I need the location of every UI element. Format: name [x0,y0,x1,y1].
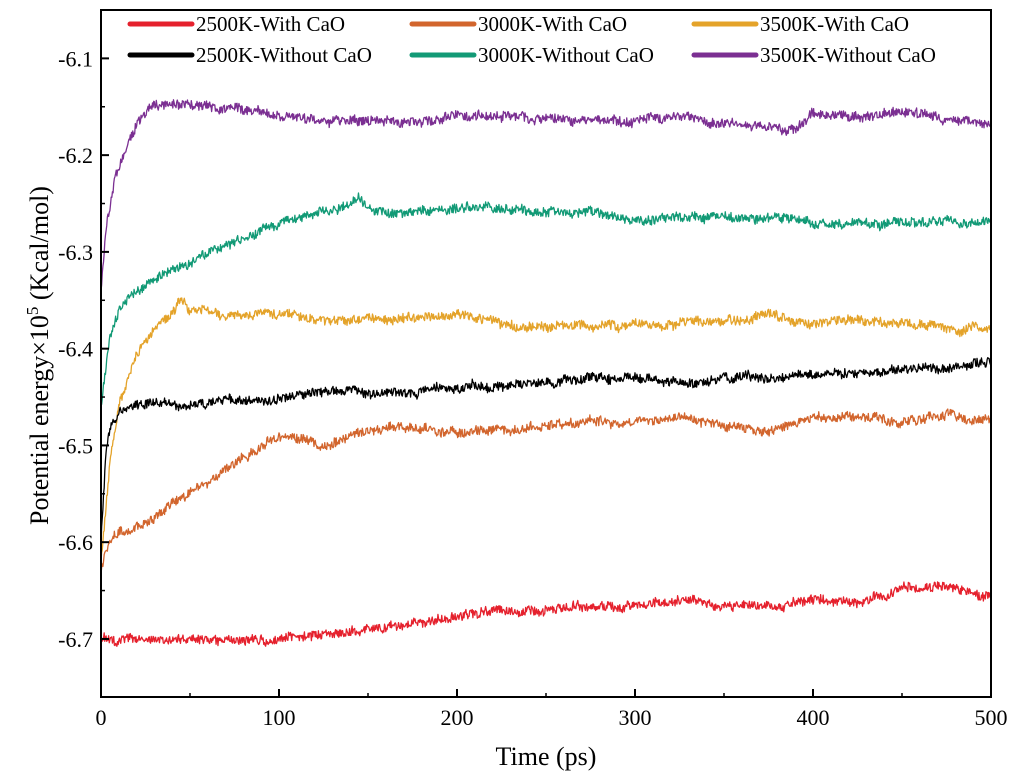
legend-item: 3500K-Without CaO [691,43,936,67]
legend-item: 3000K-Without CaO [409,43,654,67]
legend-label: 2500K-With CaO [196,12,345,36]
y-tick-label: -6.4 [58,337,93,362]
series-line-2500k-without-cao [100,356,992,545]
legend-item: 2500K-With CaO [127,12,345,36]
y-axis-title-superscript: 5 [23,307,42,316]
legend-item: 3500K-With CaO [691,12,909,36]
legend-item: 3000K-With CaO [409,12,627,36]
y-axis-title: Potential energy×105 (Kcal/mol) [23,186,54,525]
y-axis-title-main: Potential energy×10 [25,315,54,525]
x-axis-title: Time (ps) [496,742,597,771]
y-axis: -6.7 -6.6 -6.5 -6.4 -6.3 -6.2 -6.1 [58,46,109,652]
y-tick-label: -6.1 [58,46,93,71]
x-axis: 0 100 200 300 400 500 [96,689,1008,730]
series-line-3000k-without-cao [100,192,992,406]
legend-label: 3500K-With CaO [760,12,909,36]
x-tick-label: 300 [619,705,652,730]
plot-frame [100,9,992,698]
series-line-3500k-without-cao [100,99,992,292]
series-line-2500k-with-cao [100,581,992,647]
legend-label: 2500K-Without CaO [196,43,372,67]
series-line-3500k-with-cao [100,297,992,562]
y-tick-label: -6.5 [58,433,93,458]
y-axis-title-unit: (Kcal/mol) [25,186,54,307]
series-line-3000k-with-cao [100,408,992,575]
legend-label: 3000K-With CaO [478,12,627,36]
x-tick-label: 400 [797,705,830,730]
x-tick-label: 500 [975,705,1008,730]
legend-label: 3000K-Without CaO [478,43,654,67]
legend: 2500K-With CaO 3000K-With CaO 3500K-With C… [127,12,936,67]
x-tick-label: 0 [96,705,107,730]
legend-item: 2500K-Without CaO [127,43,372,67]
y-tick-label: -6.2 [58,143,93,168]
y-tick-label: -6.3 [58,240,93,265]
legend-label: 3500K-Without CaO [760,43,936,67]
series-layer [100,99,992,647]
x-tick-label: 200 [441,705,474,730]
y-tick-label: -6.6 [58,530,93,555]
y-tick-label: -6.7 [58,627,93,652]
x-tick-label: 100 [263,705,296,730]
